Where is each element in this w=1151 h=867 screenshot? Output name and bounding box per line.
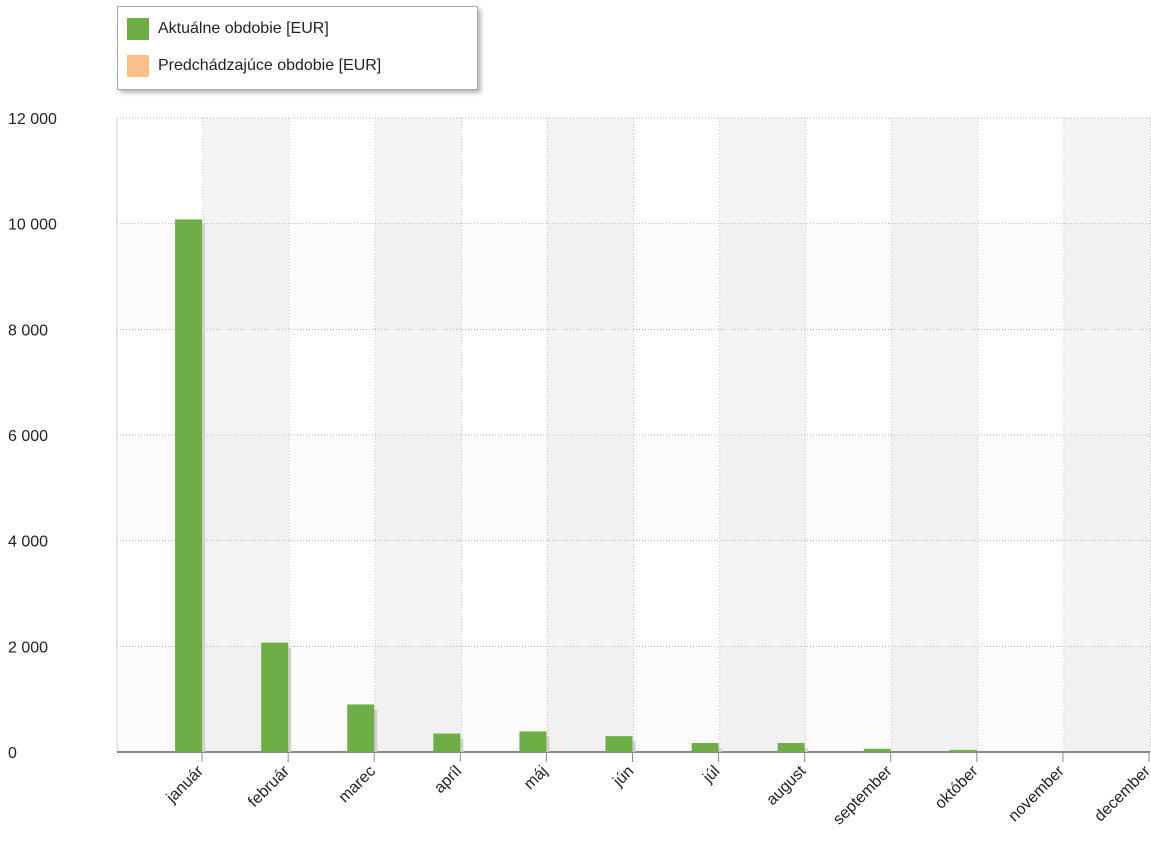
bar-current-period <box>175 219 203 752</box>
bar-current-period <box>261 642 289 752</box>
y-tick-label: 10 000 <box>8 217 57 234</box>
x-tick-label: august <box>764 762 810 808</box>
x-tick-label: október <box>932 762 982 812</box>
bar-current-period <box>691 743 719 752</box>
x-tick-label: jún <box>609 763 637 791</box>
bar-current-period <box>863 748 891 752</box>
bar-current-period <box>949 749 977 752</box>
y-tick-label: 8 000 <box>8 322 48 339</box>
x-tick-label: marec <box>336 763 379 806</box>
legend-item-previous-period: Predchádzajúce obdobie [EUR] <box>127 55 381 77</box>
y-tick-label: 6 000 <box>8 428 48 445</box>
legend-item-current-period: Aktuálne obdobie [EUR] <box>127 18 329 40</box>
legend-swatch-current <box>127 18 149 40</box>
chart-legend: Aktuálne obdobie [EUR] Predchádzajúce ob… <box>117 6 478 90</box>
bar-current-period <box>433 733 461 752</box>
bar-current-period <box>347 704 375 752</box>
legend-label-previous: Predchádzajúce obdobie [EUR] <box>158 57 382 74</box>
legend-swatch-previous <box>127 55 149 77</box>
bar-current-period <box>519 731 547 752</box>
x-tick-label: máj <box>521 763 551 793</box>
y-tick-label: 2 000 <box>8 639 48 656</box>
x-tick-label: november <box>1005 762 1068 825</box>
x-tick-label: apríl <box>431 763 465 797</box>
x-tick-label: júl <box>699 763 723 787</box>
x-tick-label: február <box>245 762 293 810</box>
plot-band <box>375 118 462 752</box>
y-tick-label: 0 <box>8 745 17 762</box>
legend-label-current: Aktuálne obdobie [EUR] <box>158 20 329 37</box>
x-tick-label: september <box>830 762 896 828</box>
x-tick-label: december <box>1091 762 1151 825</box>
plot-band <box>805 118 892 752</box>
bar-current-period <box>777 743 805 752</box>
x-tick-label: január <box>163 762 208 807</box>
plot-band <box>1063 118 1150 752</box>
bar-current-period <box>605 736 633 752</box>
y-tick-label: 12 000 <box>8 111 57 128</box>
y-tick-label: 4 000 <box>8 534 48 551</box>
